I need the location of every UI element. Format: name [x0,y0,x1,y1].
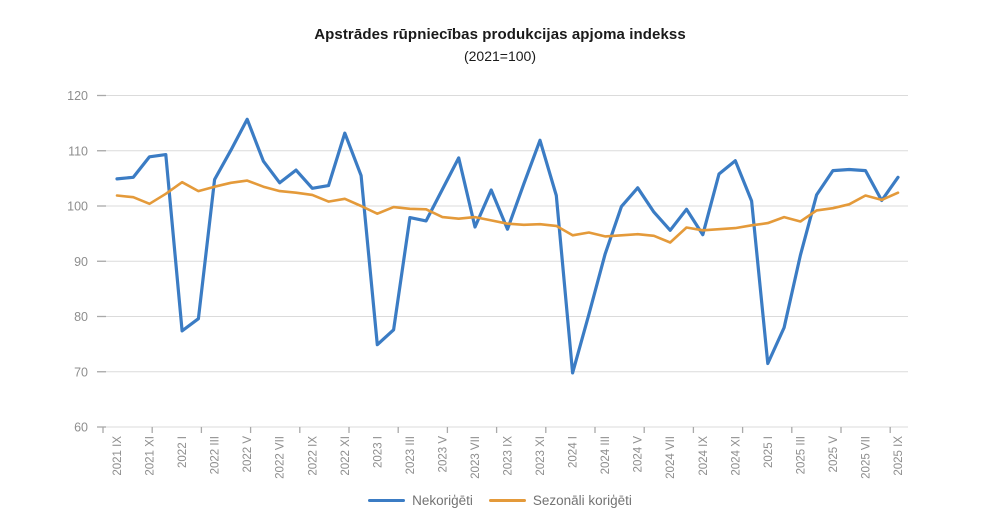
x-axis-label: 2024 IX [698,436,710,476]
legend-item-sezonali-korigeti[interactable]: Sezonāli koriģēti [488,493,632,508]
y-axis-label: 80 [74,310,88,324]
x-axis-label: 2023 III [405,436,417,474]
x-axis-label: 2022 XI [340,436,352,476]
x-axis-label: 2023 V [437,436,449,473]
x-axis-label: 2022 V [242,436,254,473]
y-axis-label: 90 [74,255,88,269]
y-axis-label: 70 [74,365,88,379]
y-axis-label: 110 [68,144,88,158]
x-axis-label: 2022 I [177,436,189,468]
x-axis-label: 2024 V [633,436,645,473]
legend-line-swatch-sezonali-korigeti [488,499,526,502]
y-axis-label: 60 [74,421,88,435]
x-axis-label: 2023 XI [535,436,547,476]
series-line-nekorigeti [115,117,900,375]
y-axis-label: 120 [67,89,88,103]
x-axis-label: 2025 III [795,436,807,474]
x-axis-label: 2021 IX [112,436,124,476]
x-axis-label: 2022 III [210,436,222,474]
legend-line-swatch-nekorigeti [368,499,406,502]
x-axis-label: 2025 V [828,436,840,473]
x-axis-label: 2023 VII [470,436,482,479]
legend-label-nekorigeti: Nekoriģēti [412,493,473,508]
x-axis-label: 2023 I [372,436,384,468]
x-axis-label: 2024 I [568,436,580,468]
chart-subtitle: (2021=100) [463,48,536,64]
legend-item-nekorigeti[interactable]: Nekoriģēti [368,493,473,508]
x-axis-label: 2024 VII [665,436,677,479]
x-axis-label: 2025 VII [861,436,873,479]
legend-label-sezonali-korigeti: Sezonāli koriģēti [532,493,632,508]
x-axis-label: 2022 IX [307,436,319,476]
x-axis-label: 2021 XI [145,436,157,476]
x-axis-label: 2025 IX [893,436,905,476]
x-axis-label: 2025 I [763,436,775,468]
chart-title: Apstrādes rūpniecības produkcijas apjoma… [314,26,686,43]
x-axis-label: 2023 IX [503,436,515,476]
x-axis-label: 2024 XI [730,436,742,476]
x-axis-label: 2024 III [600,436,612,474]
x-axis-label: 2022 VII [275,436,287,479]
y-axis-label: 100 [67,200,88,214]
series-line-sezonali-korigeti [115,179,900,244]
legend: Nekoriģēti Sezonāli koriģēti [0,493,1000,508]
